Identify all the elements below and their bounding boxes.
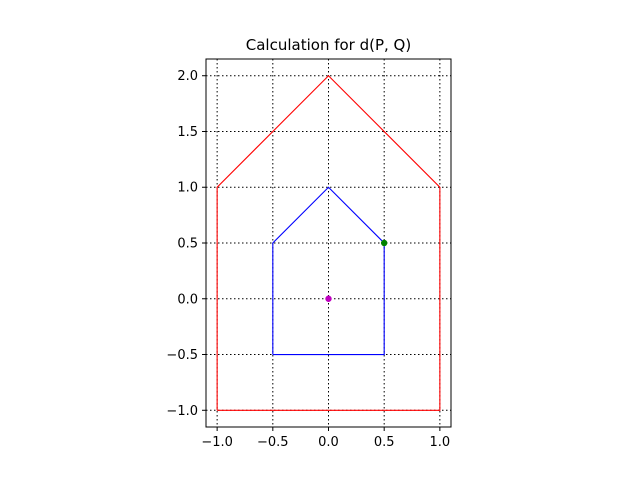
series-polygon-0 bbox=[216, 74, 441, 411]
ticks: −1.0 −0.5 0.0 0.5 1.0 −1.0 −0.5 0.0 0.5 1.0 1.5 2.0 bbox=[166, 69, 450, 450]
x-tick-label-1: −0.5 bbox=[257, 435, 289, 450]
y-tick-label-3: 0.5 bbox=[177, 237, 198, 252]
y-tick-label-2: 0.0 bbox=[177, 292, 198, 307]
grid bbox=[206, 59, 451, 427]
point-marker-1 bbox=[380, 239, 388, 247]
x-tick-label-2: 0.0 bbox=[318, 435, 339, 450]
x-tick-label-0: −1.0 bbox=[201, 435, 233, 450]
series-layer bbox=[216, 74, 441, 411]
point-marker-0 bbox=[325, 295, 332, 302]
series-polygon-1 bbox=[272, 186, 385, 356]
y-tick-label-6: 2.0 bbox=[177, 69, 198, 84]
x-tick-label-3: 0.5 bbox=[374, 435, 395, 450]
y-tick-label-0: −1.0 bbox=[166, 404, 198, 419]
x-tick-label-4: 1.0 bbox=[430, 435, 451, 450]
chart-title: Calculation for d(P, Q) bbox=[246, 36, 411, 54]
y-tick-label-4: 1.0 bbox=[177, 181, 198, 196]
y-tick-label-5: 1.5 bbox=[177, 125, 198, 140]
y-tick-label-1: −0.5 bbox=[166, 348, 198, 363]
marker-layer bbox=[325, 239, 388, 302]
